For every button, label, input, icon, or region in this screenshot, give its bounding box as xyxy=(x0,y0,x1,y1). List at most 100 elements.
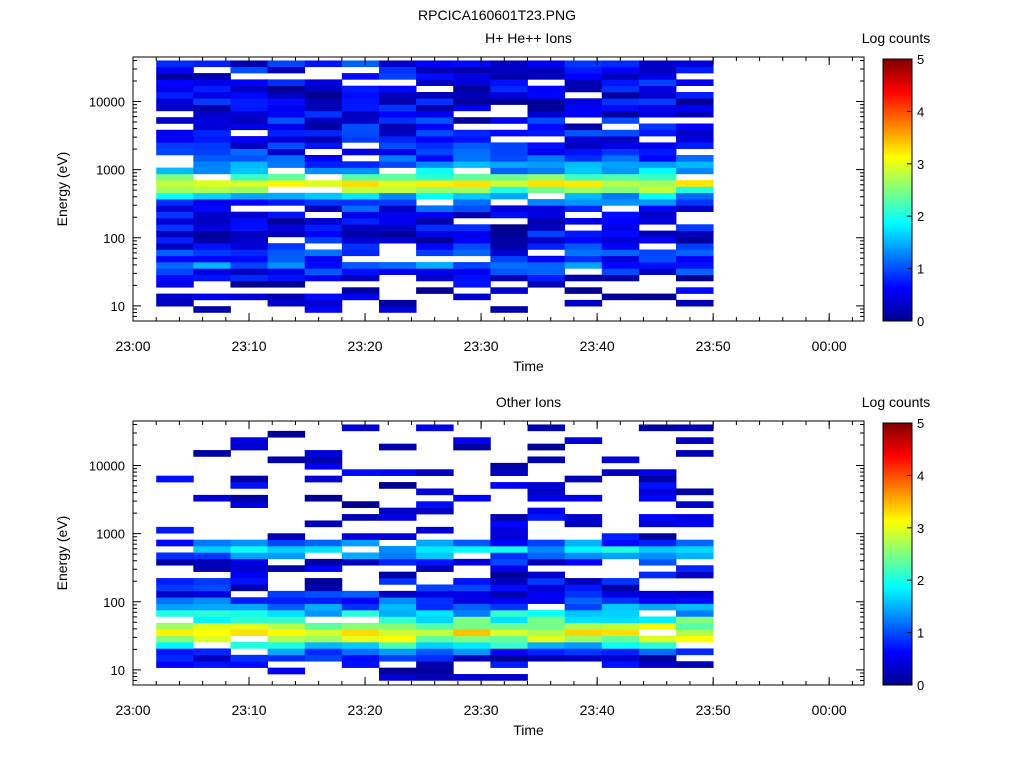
heatmap-cell xyxy=(193,262,231,269)
heatmap-cell xyxy=(416,110,454,118)
heatmap-cell xyxy=(490,539,528,547)
heatmap-cell xyxy=(638,482,677,489)
heatmap-cell xyxy=(490,597,528,604)
heatmap-cell xyxy=(527,167,566,175)
heatmap-cell xyxy=(267,648,306,656)
heatmap-cell xyxy=(230,110,268,118)
heatmap-cell xyxy=(416,642,454,649)
heatmap-cell xyxy=(564,123,603,131)
heatmap-cell xyxy=(416,507,454,515)
heatmap-cell xyxy=(638,142,677,149)
heatmap-cell xyxy=(341,91,380,99)
heatmap-cell xyxy=(490,654,528,662)
heatmap-cell xyxy=(490,129,528,137)
heatmap-cell xyxy=(267,136,306,143)
heatmap-cell xyxy=(601,79,640,86)
heatmap-cell xyxy=(676,262,714,269)
heatmap-cell xyxy=(230,98,268,105)
heatmap-cell xyxy=(490,154,528,162)
heatmap-cell xyxy=(490,274,528,282)
heatmap-cell xyxy=(601,129,640,137)
heatmap-cell xyxy=(341,533,380,540)
heatmap-cell xyxy=(564,236,603,244)
heatmap-cell xyxy=(527,571,566,579)
heatmap-cell xyxy=(156,85,194,93)
heatmap-cell xyxy=(193,167,231,175)
heatmap-cell xyxy=(193,274,231,282)
heatmap-cell xyxy=(341,104,380,112)
heatmap-cell xyxy=(564,192,603,200)
heatmap-cell xyxy=(304,306,343,313)
heatmap-cell xyxy=(676,91,714,99)
heatmap-cell xyxy=(304,142,343,149)
heatmap-cell xyxy=(156,148,194,156)
heatmap-cell xyxy=(378,117,417,124)
heatmap-cell xyxy=(601,533,640,540)
heatmap-cell xyxy=(601,255,640,263)
heatmap-cell xyxy=(564,73,603,80)
heatmap-cell xyxy=(638,161,677,168)
heatmap-cell xyxy=(416,590,454,598)
heatmap-cell xyxy=(304,565,343,572)
heatmap-cell xyxy=(638,230,677,238)
heatmap-cell xyxy=(490,578,528,585)
heatmap-cell xyxy=(193,603,231,611)
heatmap-cell xyxy=(676,648,714,656)
heatmap-cell xyxy=(453,648,491,656)
heatmap-cell xyxy=(527,482,566,489)
heatmap-cell xyxy=(490,60,528,68)
heatmap-cell xyxy=(601,603,640,611)
heatmap-cell xyxy=(267,533,306,540)
heatmap-cell xyxy=(527,236,566,244)
heatmap-cell xyxy=(267,539,306,547)
heatmap-cell xyxy=(156,217,194,225)
heatmap-cell xyxy=(676,154,714,162)
heatmap-cell xyxy=(638,488,677,496)
heatmap-cell xyxy=(490,79,528,86)
heatmap-cell xyxy=(453,129,491,137)
heatmap-cell xyxy=(304,558,343,566)
heatmap-cell xyxy=(267,60,306,68)
heatmap-cell xyxy=(601,456,640,464)
heatmap-cell xyxy=(601,224,640,231)
heatmap-cell xyxy=(193,217,231,225)
heatmap-cell xyxy=(416,597,454,604)
heatmap-cell xyxy=(638,552,677,560)
heatmap-cell xyxy=(156,661,194,668)
heatmap-cell xyxy=(490,533,528,540)
heatmap-cell xyxy=(601,546,640,553)
heatmap-cell xyxy=(416,674,454,681)
heatmap-cell xyxy=(601,199,640,206)
heatmap-cell xyxy=(341,597,380,604)
heatmap-cell xyxy=(601,610,640,617)
heatmap-cell xyxy=(304,262,343,269)
heatmap-cell xyxy=(527,488,566,496)
heatmap-cell xyxy=(193,129,231,137)
heatmap-cell xyxy=(341,205,380,212)
heatmap-cell xyxy=(638,85,677,93)
heatmap-cell xyxy=(156,526,194,534)
heatmap-cell xyxy=(564,616,603,624)
heatmap-cell xyxy=(564,255,603,263)
heatmap-cell xyxy=(638,173,677,181)
heatmap-cell xyxy=(638,533,677,540)
heatmap-cell xyxy=(564,558,603,566)
heatmap-cell xyxy=(527,443,566,451)
heatmap-cell xyxy=(156,192,194,200)
heatmap-cell xyxy=(564,299,603,307)
heatmap-cell xyxy=(527,186,566,194)
heatmap-cell xyxy=(378,552,417,560)
heatmap-cell xyxy=(527,180,566,187)
heatmap-cell xyxy=(267,629,306,636)
heatmap-cell xyxy=(267,456,306,464)
colorbar-tick-label: 1 xyxy=(917,262,924,277)
heatmap-cell xyxy=(676,565,714,572)
heatmap-cell xyxy=(156,211,194,219)
heatmap-cell xyxy=(156,249,194,257)
heatmap-cell xyxy=(416,60,454,68)
heatmap-cell xyxy=(267,110,306,118)
heatmap-cell xyxy=(304,520,343,528)
heatmap-cell xyxy=(416,249,454,257)
heatmap-cell xyxy=(564,98,603,105)
